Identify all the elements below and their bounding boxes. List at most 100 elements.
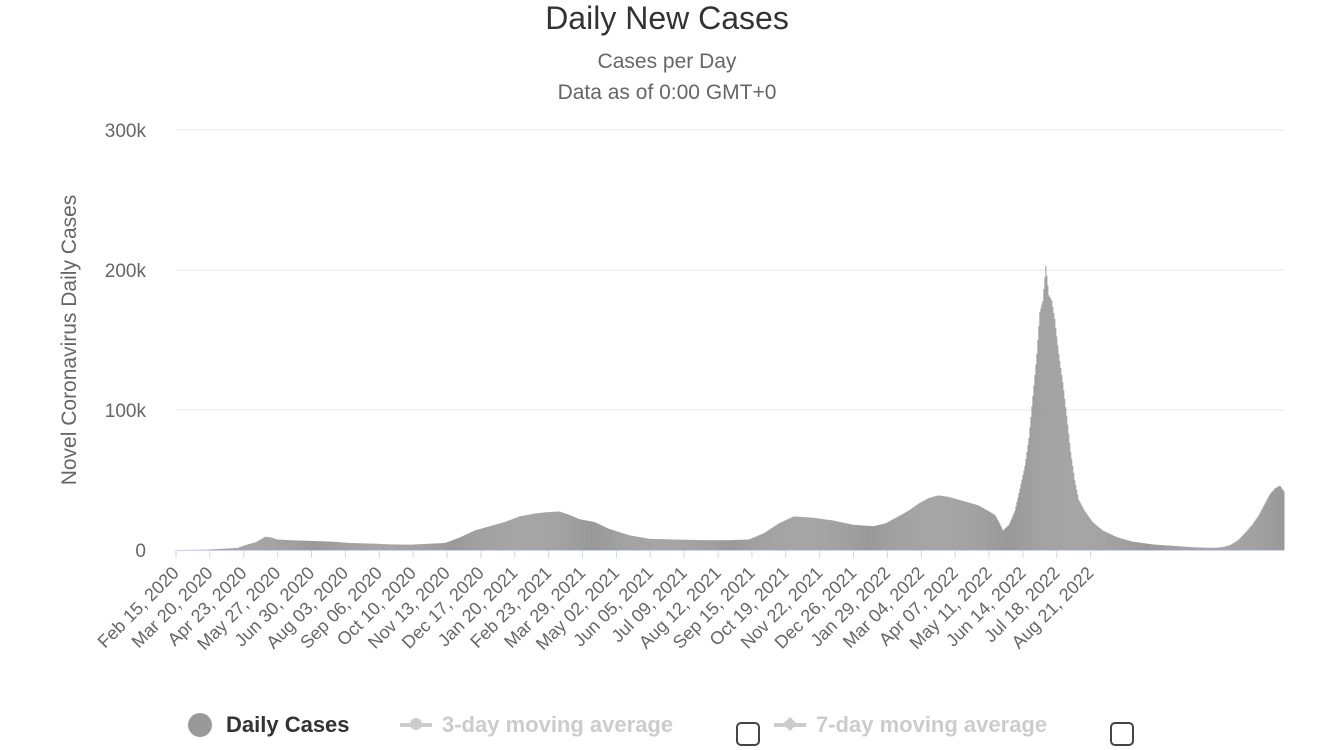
bar [1186,546,1188,550]
bar [1054,319,1056,550]
bar [509,520,511,550]
bar [1272,490,1274,550]
checkbox-7-day-average[interactable] [1110,722,1134,746]
bar [350,543,352,550]
legend-label-3-day-average: 3-day moving average [442,712,674,737]
bar [571,515,573,550]
bar [888,521,890,550]
bar [390,544,392,550]
bar [296,540,298,550]
bar [763,533,765,550]
bar [759,534,761,550]
bar [372,543,374,550]
bar [1155,544,1157,550]
bar [1050,298,1052,550]
bar [1282,489,1284,550]
bar [694,539,696,550]
bar [820,518,822,550]
bar [353,543,355,550]
bar [906,511,908,550]
bar [532,513,534,550]
bar [918,503,920,550]
bar [583,519,585,550]
bar [789,518,791,550]
bar [479,529,481,550]
bar [1260,510,1262,550]
bar [474,530,476,550]
bar [327,541,329,550]
bar [414,544,416,550]
bar [1005,527,1007,550]
bar [1008,524,1010,550]
bar [1266,499,1268,550]
bar [356,543,358,550]
bar [587,520,589,550]
bar [1239,538,1241,550]
bar [916,504,918,550]
bar [304,540,306,550]
bar [780,522,782,550]
bar [772,527,774,550]
bar [682,539,684,550]
bar [891,519,893,550]
bar [523,515,525,550]
bar [924,499,926,550]
bar [817,518,819,550]
bar [821,518,823,550]
bar [932,496,934,550]
bar [904,512,906,550]
bar [1111,534,1113,550]
bar [361,543,363,550]
bar [352,543,354,550]
bar [391,544,393,550]
bar [1220,547,1222,550]
bar [254,542,256,550]
bar [632,536,634,550]
bar [1275,487,1277,550]
bar [1199,547,1201,550]
bar [1262,507,1264,550]
bar [1060,368,1062,550]
bar [601,525,603,550]
bar [226,548,228,550]
bar [440,543,442,550]
bar [1087,515,1089,550]
bar [394,544,396,550]
bar [665,539,667,550]
bar [418,544,420,550]
bar [1279,485,1281,550]
bar [980,506,982,550]
bar [541,512,543,550]
bar [984,509,986,550]
bar [472,531,474,550]
bar [867,525,869,550]
bar [1000,526,1002,550]
bar [655,538,657,550]
checkbox-3-day-average[interactable] [736,722,760,746]
bar [399,544,401,550]
bar [944,496,946,550]
bar [530,514,532,550]
bar [1084,510,1086,550]
bar [470,532,472,550]
bar [985,509,987,550]
bar [637,536,639,550]
bar [475,530,477,550]
bar [477,529,479,550]
bar [217,549,219,550]
bar [310,540,312,550]
bar [625,534,627,550]
bar [1069,442,1071,550]
legend-item-daily-cases[interactable]: Daily Cases [188,712,350,738]
bar [1123,539,1125,550]
bar [1189,547,1191,550]
bar [695,540,697,550]
bar [407,544,409,550]
bar [1109,533,1111,550]
legend-item-7-day-average[interactable]: 7-day moving average [774,712,1047,738]
bar [392,544,394,550]
bar [553,511,555,550]
legend-item-3-day-average[interactable]: 3-day moving average [400,712,673,738]
bar [379,543,381,550]
bar [235,548,237,550]
